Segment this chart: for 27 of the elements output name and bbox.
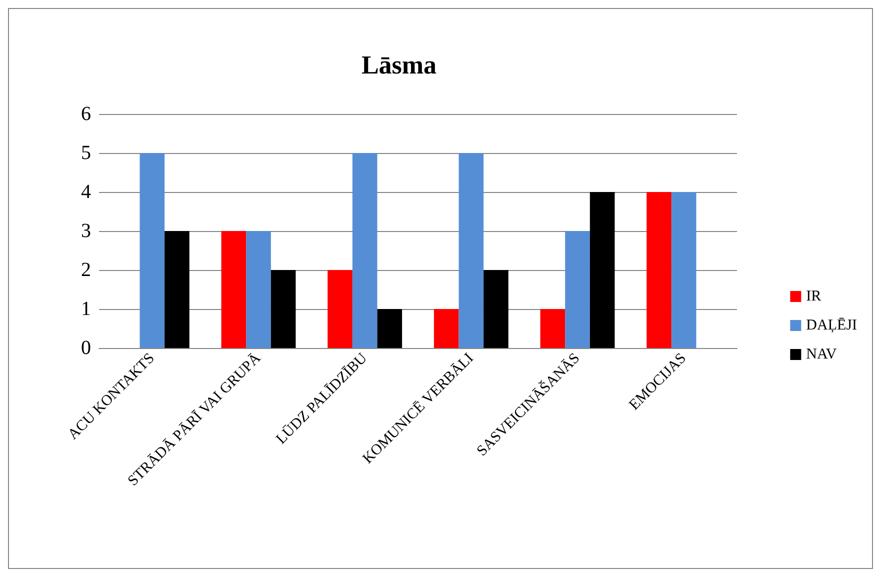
chart-title: Lāsma [361,50,437,80]
bar [458,153,484,348]
bar [646,192,672,348]
bar [246,231,271,348]
bar [540,309,566,348]
y-tick-label: 5 [81,142,91,164]
legend-label: IR [806,288,822,304]
bar [328,270,352,348]
bar [164,231,190,348]
legend-label: DAĻĒJI [806,318,858,334]
y-tick-label: 2 [81,259,91,281]
bar [140,153,165,348]
y-tick-label: 6 [81,103,91,125]
bar [434,309,459,348]
bar [377,309,402,348]
bar [671,192,696,348]
bar [484,270,508,348]
y-tick-label: 1 [81,298,91,320]
bar [270,270,296,348]
bar [352,153,378,348]
bar [221,231,246,348]
bar [565,231,590,348]
legend-label: NAV [806,346,837,362]
y-tick-label: 4 [81,181,91,203]
bar [590,192,615,348]
y-tick-label: 3 [81,220,91,242]
y-tick-label: 0 [81,337,91,359]
